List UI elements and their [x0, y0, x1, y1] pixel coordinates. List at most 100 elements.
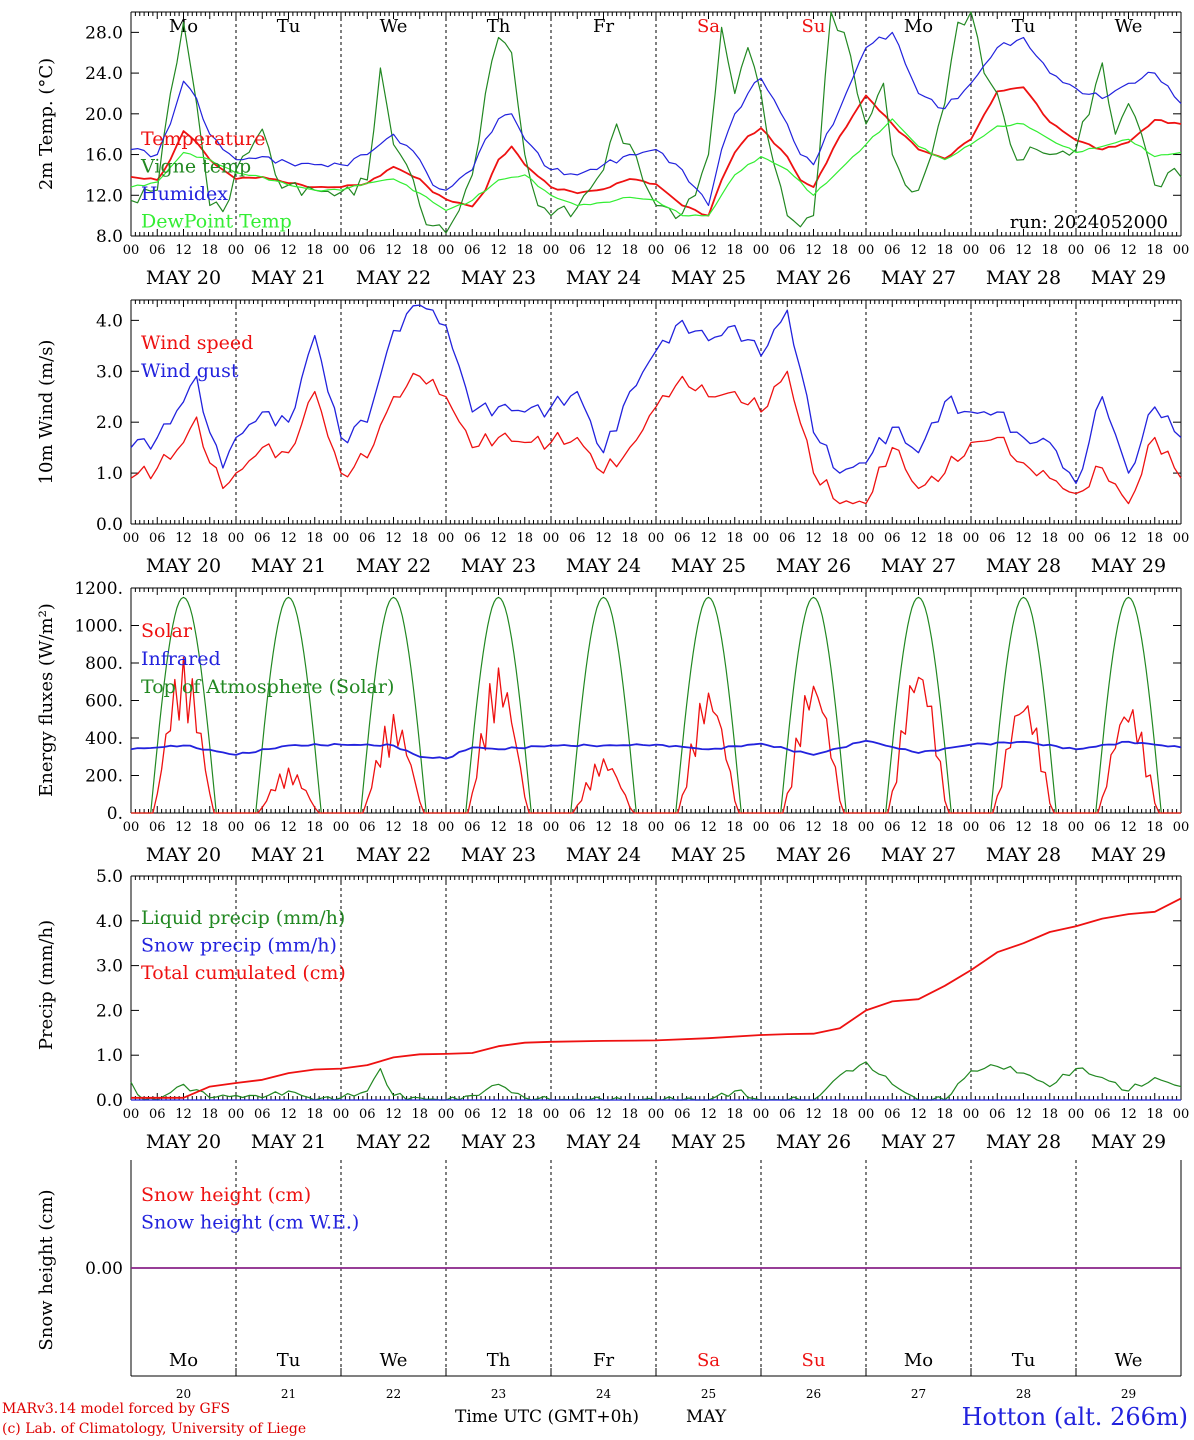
panel-1-hour-label: 18 [936, 531, 953, 546]
panel-4-legend-entry: Snow height (cm W.E.) [141, 1212, 359, 1234]
panel-1-hour-label: 12 [1015, 531, 1032, 546]
x-axis-title: Time UTC (GMT+0h) [455, 1407, 640, 1427]
panel-2-hour-label: 00 [963, 820, 980, 835]
panel-2-hour-label: 06 [464, 820, 481, 835]
panel-3-hour-label: 06 [464, 1107, 481, 1122]
panel-0-hour-label: 00 [333, 243, 350, 258]
panel-3-hour-label: 18 [201, 1107, 218, 1122]
panel-3-hour-label: 18 [516, 1107, 533, 1122]
panel-1-hour-label: 00 [123, 531, 140, 546]
panel-0-hour-label: 12 [175, 243, 192, 258]
panel-3-date-label: MAY 21 [251, 1131, 326, 1153]
panel-3-hour-label: 12 [175, 1107, 192, 1122]
panel-3-y-tick-label: 4.0 [96, 912, 123, 932]
panel-0-hour-label: 18 [1041, 243, 1058, 258]
x-axis-month: MAY [686, 1407, 727, 1427]
panel-1-hour-label: 00 [1173, 531, 1190, 546]
panel-2-hour-label: 00 [123, 820, 140, 835]
panel-2-hour-label: 12 [910, 820, 927, 835]
panel-3-hour-label: 00 [963, 1107, 980, 1122]
panel-1-date-label: MAY 24 [566, 555, 641, 577]
panel-3-hour-label: 00 [753, 1107, 770, 1122]
panel-0-date-label: MAY 27 [881, 267, 956, 289]
panel-1-y-axis-label: 10m Wind (m/s) [36, 340, 57, 485]
panel-1-hour-label: 00 [228, 531, 245, 546]
panel-2-hour-label: 12 [385, 820, 402, 835]
panel-1-hour-label: 00 [963, 531, 980, 546]
panel-0-hour-label: 12 [385, 243, 402, 258]
panel-2-hour-label: 06 [359, 820, 376, 835]
panel-1-hour-label: 06 [359, 531, 376, 546]
panel-3-hour-label: 12 [385, 1107, 402, 1122]
panel-1-hour-label: 18 [1146, 531, 1163, 546]
panel-0-hour-label: 12 [1120, 243, 1137, 258]
panel-2-hour-label: 18 [516, 820, 533, 835]
panel-1-date-label: MAY 29 [1091, 555, 1166, 577]
day-name-label: Sa [697, 16, 720, 37]
panel-0-hour-label: 00 [123, 243, 140, 258]
panel-3-date-label: MAY 29 [1091, 1131, 1166, 1153]
panel-3-hour-label: 18 [1146, 1107, 1163, 1122]
panel-0-hour-label: 12 [1015, 243, 1032, 258]
day-name-label: Tu [277, 1350, 301, 1371]
panel-0-date-label: MAY 21 [251, 267, 326, 289]
panel-2-legend-entry: Top of Atmosphere (Solar) [141, 676, 394, 698]
panel-2-hour-label: 12 [280, 820, 297, 835]
day-name-label: Fr [593, 1350, 614, 1371]
panel-3-date-label: MAY 20 [146, 1131, 221, 1153]
panel-0-hour-label: 18 [726, 243, 743, 258]
panel-0-hour-label: 06 [149, 243, 166, 258]
panel-0-hour-label: 00 [858, 243, 875, 258]
day-name-label: Mo [904, 16, 933, 37]
panel-0-hour-label: 00 [438, 243, 455, 258]
panel-3-hour-label: 06 [569, 1107, 586, 1122]
panel-1-date-label: MAY 25 [671, 555, 746, 577]
panel-0-hour-label: 12 [280, 243, 297, 258]
panel-2-legend-entry: Infrared [141, 648, 221, 670]
panel-3-hour-label: 06 [254, 1107, 271, 1122]
panel-0-hour-label: 18 [936, 243, 953, 258]
panel-0-hour-label: 00 [648, 243, 665, 258]
panel-1-date-label: MAY 26 [776, 555, 851, 577]
panel-3-hour-label: 12 [280, 1107, 297, 1122]
panel-3-hour-label: 18 [936, 1107, 953, 1122]
panel-2-hour-label: 00 [333, 820, 350, 835]
panel-1-hour-label: 12 [490, 531, 507, 546]
panel-1-hour-label: 18 [1041, 531, 1058, 546]
panel-2-y-tick-label: 200. [85, 767, 123, 787]
day-name-label: Sa [697, 1350, 720, 1371]
panel-1-hour-label: 18 [621, 531, 638, 546]
panel-3-y-tick-label: 1.0 [96, 1046, 123, 1066]
panel-3-y-tick-label: 0.0 [96, 1091, 123, 1111]
panel-0-legend-entry: Vigne temp [140, 156, 251, 178]
panel-2-y-tick-label: 1200. [74, 579, 123, 599]
panel-0-hour-label: 18 [201, 243, 218, 258]
panel-2-hour-label: 06 [149, 820, 166, 835]
panel-3-hour-label: 12 [805, 1107, 822, 1122]
panel-2-hour-label: 18 [936, 820, 953, 835]
panel-1-hour-label: 12 [175, 531, 192, 546]
panel-3-hour-label: 00 [438, 1107, 455, 1122]
panel-3-y-tick-label: 5.0 [96, 867, 123, 887]
infrared-series [130, 739, 1182, 760]
panel-2-y-tick-label: 400. [85, 729, 123, 749]
panel-1-hour-label: 06 [884, 531, 901, 546]
panel-1-hour-label: 18 [306, 531, 323, 546]
panel-1-date-label: MAY 27 [881, 555, 956, 577]
panel-0-hour-label: 06 [674, 243, 691, 258]
panel-0-date-label: MAY 23 [461, 267, 536, 289]
day-name-label: Th [487, 1350, 511, 1371]
panel-0-hour-label: 12 [910, 243, 927, 258]
panel-2-legend-entry: Solar [141, 620, 193, 642]
panel-1-hour-label: 00 [753, 531, 770, 546]
panel-0-hour-label: 06 [989, 243, 1006, 258]
panel-2-date-label: MAY 29 [1091, 844, 1166, 866]
total-cumulated-series [131, 897, 1182, 1099]
panel-2-hour-label: 12 [595, 820, 612, 835]
temp-series-2 [130, 31, 1182, 207]
day-name-label: We [1115, 1350, 1143, 1371]
day-name-label: Mo [169, 16, 198, 37]
panel-3-date-label: MAY 24 [566, 1131, 641, 1153]
panel-0-hour-label: 12 [490, 243, 507, 258]
